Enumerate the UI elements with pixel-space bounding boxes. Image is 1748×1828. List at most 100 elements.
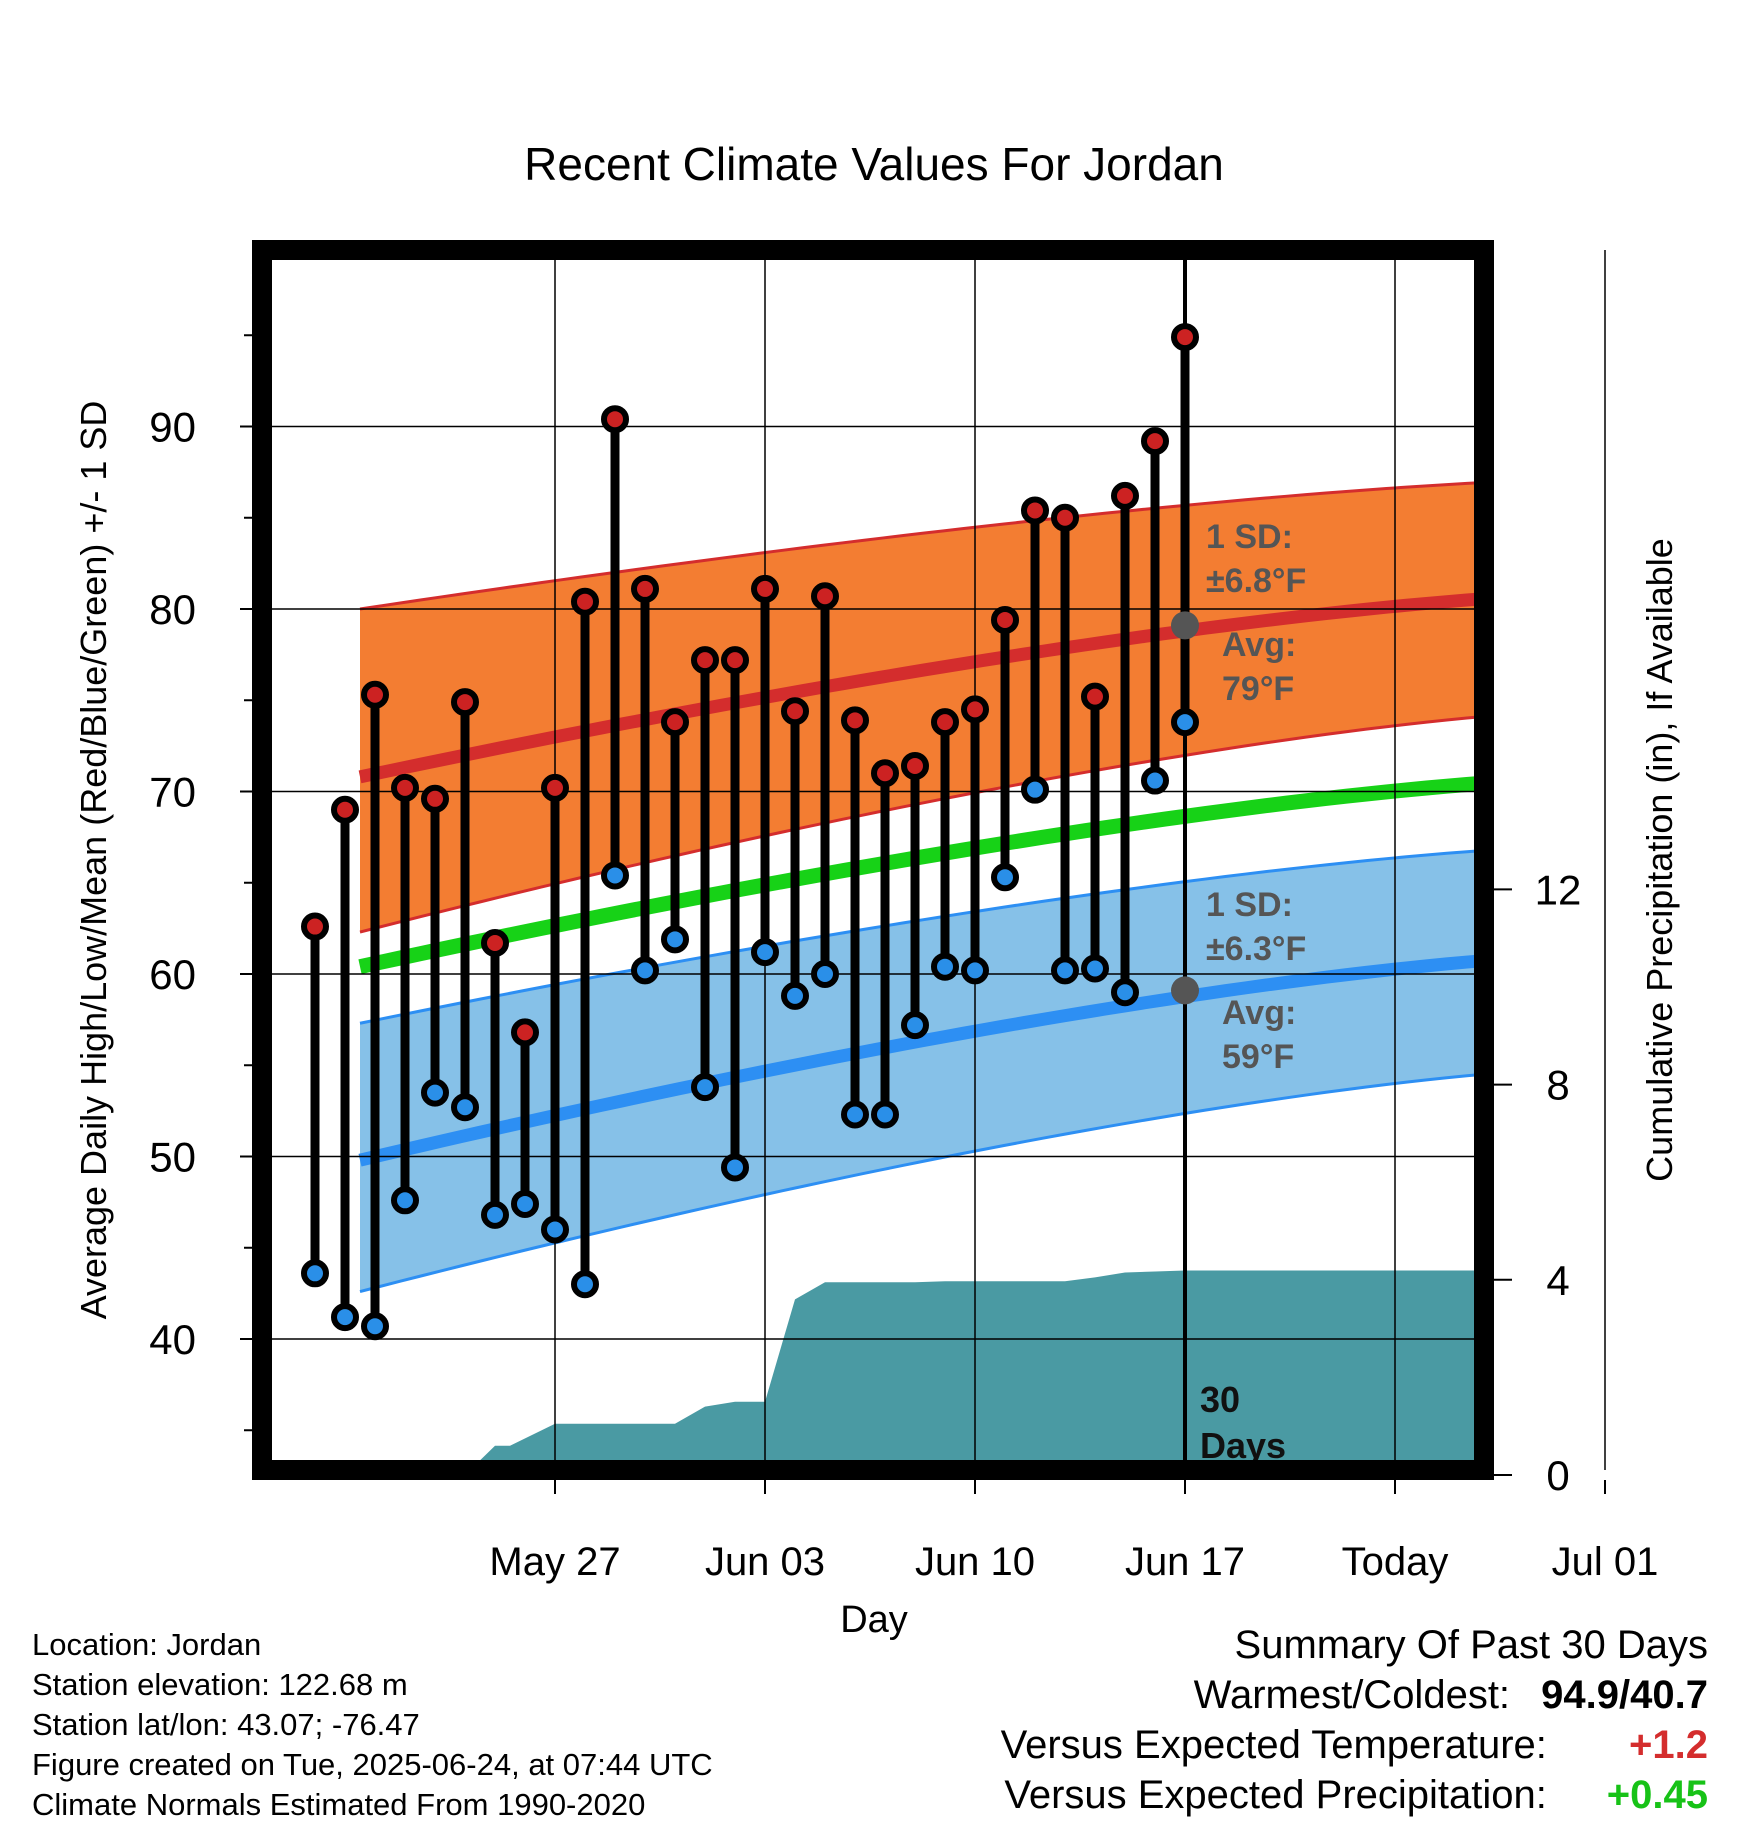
daily-high-point <box>511 1018 539 1047</box>
daily-low-point <box>451 1093 479 1122</box>
y2-tick-label: 0 <box>1546 1452 1569 1499</box>
summary-warm-cold-row: Warmest/Coldest: 94.9/40.7 <box>1001 1670 1708 1720</box>
high-avg-label: Avg: <box>1222 626 1296 664</box>
summary-warm-cold-label: Warmest/Coldest: <box>1193 1673 1511 1717</box>
daily-low-point <box>661 925 689 954</box>
low-sd-label: 1 SD: <box>1206 886 1293 924</box>
low-avg-value: 59°F <box>1222 1038 1294 1076</box>
daily-high-point <box>301 912 329 941</box>
daily-low-point <box>391 1186 419 1215</box>
x-tick-label: May 27 <box>489 1540 620 1584</box>
daily-low-point <box>361 1312 389 1341</box>
daily-low-point <box>481 1200 509 1229</box>
daily-low-point <box>841 1100 869 1129</box>
info-elevation: Station elevation: 122.68 m <box>32 1667 408 1702</box>
daily-low-point <box>781 981 809 1010</box>
daily-high-point <box>751 574 779 603</box>
summary-precip-value: +0.45 <box>1606 1773 1708 1817</box>
daily-high-point <box>991 605 1019 634</box>
y2-axis-label: Cumulative Precipitation (in), If Availa… <box>1639 538 1680 1182</box>
daily-low-point <box>1021 775 1049 804</box>
daily-low-point <box>331 1303 359 1332</box>
y-tick-label: 60 <box>149 951 196 998</box>
daily-low-point <box>811 960 839 988</box>
daily-low-point <box>421 1078 449 1107</box>
y2-tick-label: 12 <box>1535 866 1582 913</box>
daily-high-point <box>451 688 479 717</box>
daily-low-point <box>991 863 1019 892</box>
precip-area <box>360 1270 1484 1470</box>
summary-warm-cold-value: 94.9/40.7 <box>1541 1673 1708 1717</box>
daily-low-point <box>751 938 779 967</box>
daily-low-point <box>301 1259 329 1288</box>
daily-high-point <box>901 751 929 780</box>
low-sd-band-upper-edge <box>359 848 1484 1025</box>
y-tick-label: 50 <box>149 1134 196 1181</box>
daily-low-point <box>1081 954 1109 983</box>
daily-low-point <box>1171 708 1199 737</box>
today-low-normal-marker <box>1171 976 1199 1005</box>
today-days-count: 30 <box>1200 1379 1240 1420</box>
daily-low-point <box>1051 956 1079 985</box>
y-tick-label: 70 <box>149 769 196 816</box>
daily-low-point <box>571 1270 599 1299</box>
daily-high-point <box>1141 427 1169 456</box>
daily-high-point <box>781 697 809 726</box>
daily-low-point <box>511 1189 539 1218</box>
daily-high-point <box>691 646 719 675</box>
daily-high-point <box>961 695 989 724</box>
summary-temp-label: Versus Expected Temperature: <box>1000 1723 1547 1767</box>
daily-low-point <box>541 1215 569 1244</box>
daily-high-point <box>391 773 419 802</box>
daily-high-point <box>331 795 359 824</box>
daily-low-point <box>871 1100 899 1129</box>
daily-high-point <box>1111 481 1139 510</box>
high-avg-value: 79°F <box>1222 670 1294 708</box>
info-normals: Climate Normals Estimated From 1990-2020 <box>32 1787 646 1822</box>
info-latlon: Station lat/lon: 43.07; -76.47 <box>32 1707 420 1742</box>
y2-tick-label: 4 <box>1546 1257 1569 1304</box>
daily-high-point <box>601 405 629 434</box>
daily-high-point <box>871 759 899 788</box>
daily-high-point <box>361 680 389 709</box>
summary-panel: Summary Of Past 30 Days Warmest/Coldest:… <box>1001 1620 1708 1820</box>
x-tick-label: Jun 03 <box>705 1540 825 1584</box>
low-sd-value: ±6.3°F <box>1206 930 1306 968</box>
avg-mean-line <box>358 775 1484 975</box>
daily-high-point <box>841 706 869 735</box>
low-avg-label: Avg: <box>1222 994 1296 1032</box>
today-days-unit: Days <box>1200 1425 1286 1466</box>
daily-low-point <box>631 956 659 985</box>
daily-high-point <box>1021 496 1049 525</box>
y-tick-label: 80 <box>149 586 196 633</box>
station-info: Location: Jordan Station elevation: 122.… <box>32 1625 713 1825</box>
daily-high-point <box>931 708 959 737</box>
daily-high-point <box>1081 682 1109 711</box>
low-mean-line <box>358 954 1484 1167</box>
daily-low-point <box>721 1153 749 1182</box>
daily-low-point <box>1141 766 1169 795</box>
x-tick-label: Jul 01 <box>1552 1540 1659 1584</box>
daily-high-point <box>481 928 509 957</box>
daily-high-point <box>1051 503 1079 532</box>
daily-low-point <box>931 952 959 981</box>
daily-high-point <box>1171 323 1199 352</box>
daily-high-point <box>631 574 659 603</box>
daily-low-point <box>1111 978 1139 1007</box>
daily-high-point <box>721 646 749 675</box>
summary-temp-row: Versus Expected Temperature: +1.2 <box>1001 1720 1708 1770</box>
today-high-normal-marker <box>1171 611 1199 640</box>
daily-low-point <box>901 1011 929 1040</box>
summary-temp-value: +1.2 <box>1629 1723 1708 1767</box>
daily-high-point <box>421 784 449 813</box>
high-sd-value: ±6.8°F <box>1206 562 1306 600</box>
info-created: Figure created on Tue, 2025-06-24, at 07… <box>32 1747 713 1782</box>
high-sd-label: 1 SD: <box>1206 518 1293 556</box>
y2-tick-label: 8 <box>1546 1062 1569 1109</box>
x-tick-label: Today <box>1342 1540 1449 1584</box>
daily-low-point <box>961 956 989 985</box>
daily-high-point <box>811 582 839 611</box>
high-sd-band-upper-edge <box>359 481 1484 611</box>
info-location: Location: Jordan <box>32 1627 262 1662</box>
plot-frame <box>252 240 1494 1480</box>
